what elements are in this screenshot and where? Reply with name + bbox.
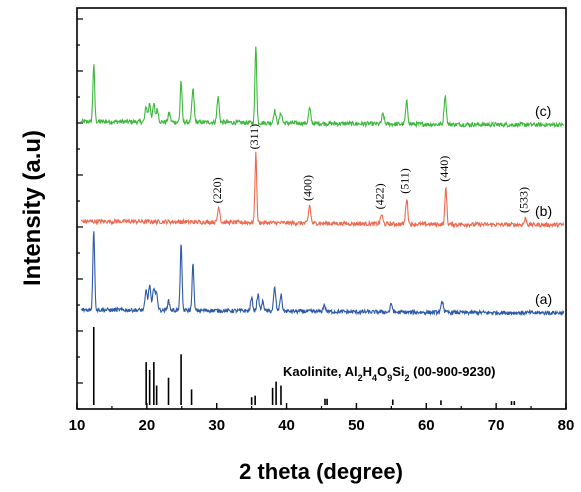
annotations: (220) (311) (400) (422) (511) (440) (533) [210,124,531,213]
series-label: (c) [535,103,551,119]
axis-ticks: 10 20 30 40 50 60 70 80 [69,18,575,434]
x-axis-label: 2 theta (degree) [239,459,403,484]
x-tick-label: 50 [348,417,365,434]
peak-label: (511) [398,168,412,194]
reference-label-part: Si [392,364,404,379]
reference-label-part: (00-900-9230) [410,364,496,379]
peak-label: (400) [301,175,315,201]
peak-label: (422) [373,183,387,209]
x-tick-label: 70 [488,417,505,434]
peak-label: (220) [210,177,224,203]
x-tick-label: 20 [139,417,156,434]
series-line [80,231,565,317]
series-line [80,151,565,229]
reference-label-subscript: 9 [387,373,392,383]
x-tick-label: 60 [418,417,435,434]
reference-label: Kaolinite, Al2H4O9Si2 (00-900-9230) [283,364,496,383]
reference-label-part: Kaolinite, Al [283,364,358,379]
reference-label-subscript: 4 [372,373,377,383]
plot-area-border [76,7,567,410]
peak-label: (440) [437,156,451,182]
reference-pattern: Kaolinite, Al2H4O9Si2 (00-900-9230) [92,327,516,405]
x-tick-label: 80 [558,417,575,434]
series-label: (a) [535,291,552,307]
reference-label-subscript: 2 [358,373,363,383]
x-tick-label: 30 [208,417,225,434]
plot-frame [76,7,567,410]
peak-label: (311) [247,124,261,150]
x-tick-label: 10 [69,417,86,434]
reference-label-subscript: 2 [405,373,410,383]
x-tick-label: 40 [278,417,295,434]
reference-label-part: H [363,364,372,379]
reference-label-part: O [377,364,387,379]
series-line [80,46,565,129]
y-axis-label: Intensity (a.u) [19,130,46,286]
series-label: (b) [535,203,552,219]
series-layer: (c) (b) (a) [80,46,565,317]
peak-label: (533) [516,187,530,213]
